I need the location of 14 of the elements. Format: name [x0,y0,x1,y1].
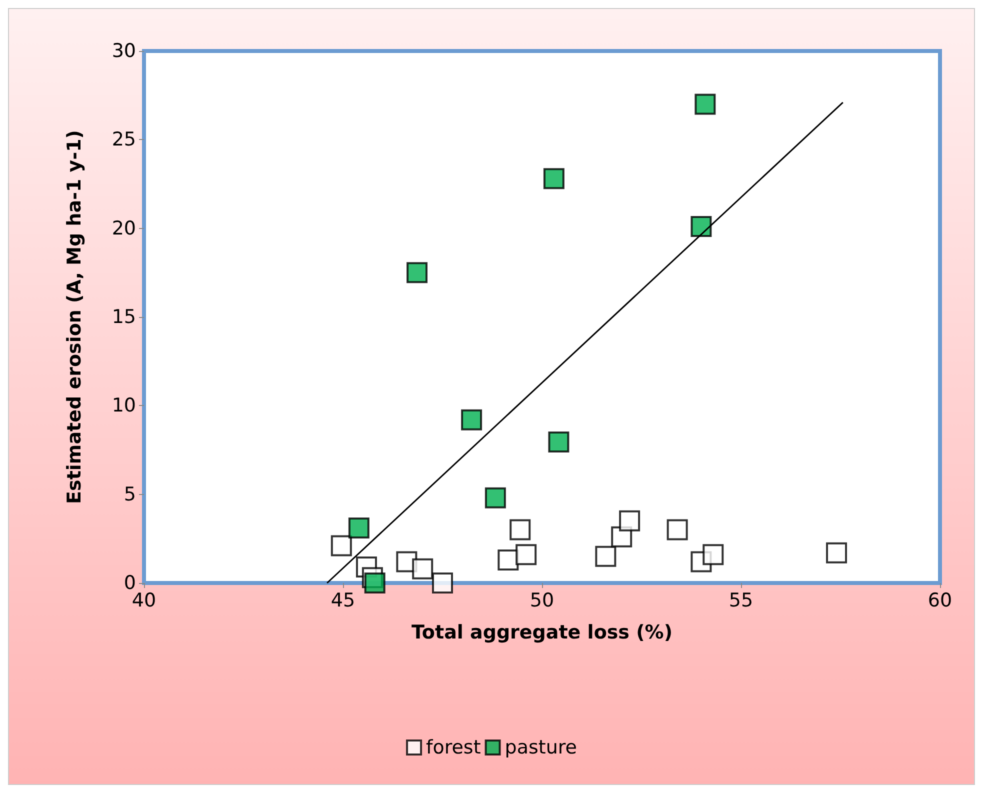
legend-label: forest [426,736,481,758]
y-tick-label: 25 [112,128,136,151]
legend-label: pasture [504,736,577,758]
y-tick-label: 30 [112,40,136,62]
y-tick-label: 20 [112,217,136,240]
y-tick-label: 15 [112,306,136,328]
x-tick-label: 50 [530,590,554,612]
y-tick-label: 10 [112,394,136,417]
x-tick-label: 45 [330,590,356,612]
y-axis-title: Estimated erosion (A, Mg ha-1 y-1) [64,130,86,504]
x-tick-label: 60 [928,590,952,612]
y-tick-label: 5 [124,483,136,506]
x-axis-title: Total aggregate loss (%) [411,622,673,644]
x-tick-label: 55 [728,590,754,612]
